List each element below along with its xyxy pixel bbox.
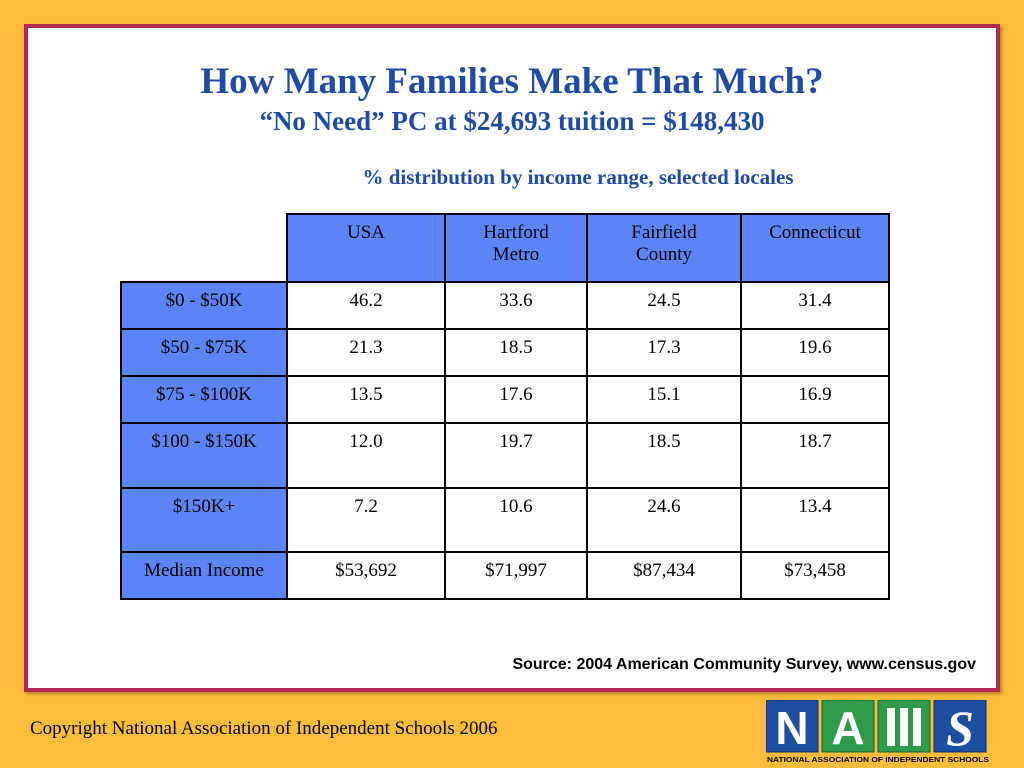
table-cell: 19.7 xyxy=(444,422,588,489)
table-row: $0 - $50K 46.2 33.6 24.5 31.4 xyxy=(120,281,890,330)
logo-caption: NATIONAL ASSOCIATION OF INDEPENDENT SCHO… xyxy=(767,755,989,764)
table-cell: 24.5 xyxy=(586,281,742,330)
table-cell: 10.6 xyxy=(444,487,588,553)
table-cell: 12.0 xyxy=(286,422,446,489)
table-cell: $53,692 xyxy=(286,551,446,600)
logo-tile-s xyxy=(933,700,987,753)
table-header-row: USA Hartford Metro Fairfield County Conn… xyxy=(121,213,890,283)
table-cell: 15.1 xyxy=(586,375,742,424)
row-header: $50 - $75K xyxy=(120,328,288,377)
logo-tile-a xyxy=(821,700,875,753)
table-cell: 18.7 xyxy=(740,422,890,489)
table-cell: 7.2 xyxy=(286,487,446,553)
logo-i-bar xyxy=(900,708,908,746)
row-header: $100 - $150K xyxy=(120,422,288,489)
table-caption: % distribution by income range, selected… xyxy=(362,165,794,189)
table-cell: 46.2 xyxy=(286,281,446,330)
column-header-hartford-metro: Hartford Metro xyxy=(444,213,588,283)
table-cell: 16.9 xyxy=(740,375,890,424)
row-header: $0 - $50K xyxy=(120,281,288,330)
table-cell: 17.6 xyxy=(444,375,588,424)
table-row: $150K+ 7.2 10.6 24.6 13.4 xyxy=(120,487,890,553)
table-cell: 33.6 xyxy=(444,281,588,330)
table-cell: $87,434 xyxy=(586,551,742,600)
table-cell: 18.5 xyxy=(444,328,588,377)
nais-logo: N A I S NATIONAL ASSOCIATION OF INDEPEND… xyxy=(766,700,989,764)
table-cell: $71,997 xyxy=(444,551,588,600)
table-cell: $73,458 xyxy=(740,551,890,600)
column-header-label: Hartford Metro xyxy=(483,222,549,265)
table-row: Median Income $53,692 $71,997 $87,434 $7… xyxy=(120,551,890,600)
table-cell: 18.5 xyxy=(586,422,742,489)
table-cell: 13.5 xyxy=(286,375,446,424)
copyright-text: Copyright National Association of Indepe… xyxy=(30,718,498,739)
logo-letter-n: N xyxy=(775,702,808,754)
table-row: $50 - $75K 21.3 18.5 17.3 19.6 xyxy=(120,328,890,377)
slide-title: How Many Families Make That Much? xyxy=(200,61,824,102)
table-cell: 13.4 xyxy=(740,487,890,553)
column-header-connecticut: Connecticut xyxy=(740,213,890,283)
table-cell: 17.3 xyxy=(586,328,742,377)
source-note: Source: 2004 American Community Survey, … xyxy=(512,656,976,673)
table-cell: 24.6 xyxy=(586,487,742,553)
row-header: Median Income xyxy=(120,551,288,600)
income-distribution-table: USA Hartford Metro Fairfield County Conn… xyxy=(120,213,890,600)
table-row: $100 - $150K 12.0 19.7 18.5 18.7 xyxy=(120,422,890,489)
row-header: $75 - $100K xyxy=(120,375,288,424)
table-cell: 31.4 xyxy=(740,281,890,330)
table-cell: 19.6 xyxy=(740,328,890,377)
column-header-usa: USA xyxy=(286,213,446,283)
table-row: $75 - $100K 13.5 17.6 15.1 16.9 xyxy=(120,375,890,424)
column-header-fairfield-county: Fairfield County xyxy=(586,213,742,283)
logo-letter-s: S xyxy=(946,700,974,756)
column-header-label: Fairfield County xyxy=(631,222,697,265)
logo-letter-a: A xyxy=(831,702,864,754)
slide-subtitle: “No Need” PC at $24,693 tuition = $148,4… xyxy=(259,106,765,136)
logo-tile-n xyxy=(766,700,819,753)
slide-frame: How Many Families Make That Much? “No Ne… xyxy=(24,24,1000,692)
table-cell: 21.3 xyxy=(286,328,446,377)
row-header: $150K+ xyxy=(120,487,288,553)
logo-i-bar xyxy=(887,708,895,746)
table-corner xyxy=(121,214,288,283)
logo-i-bar xyxy=(913,708,921,746)
